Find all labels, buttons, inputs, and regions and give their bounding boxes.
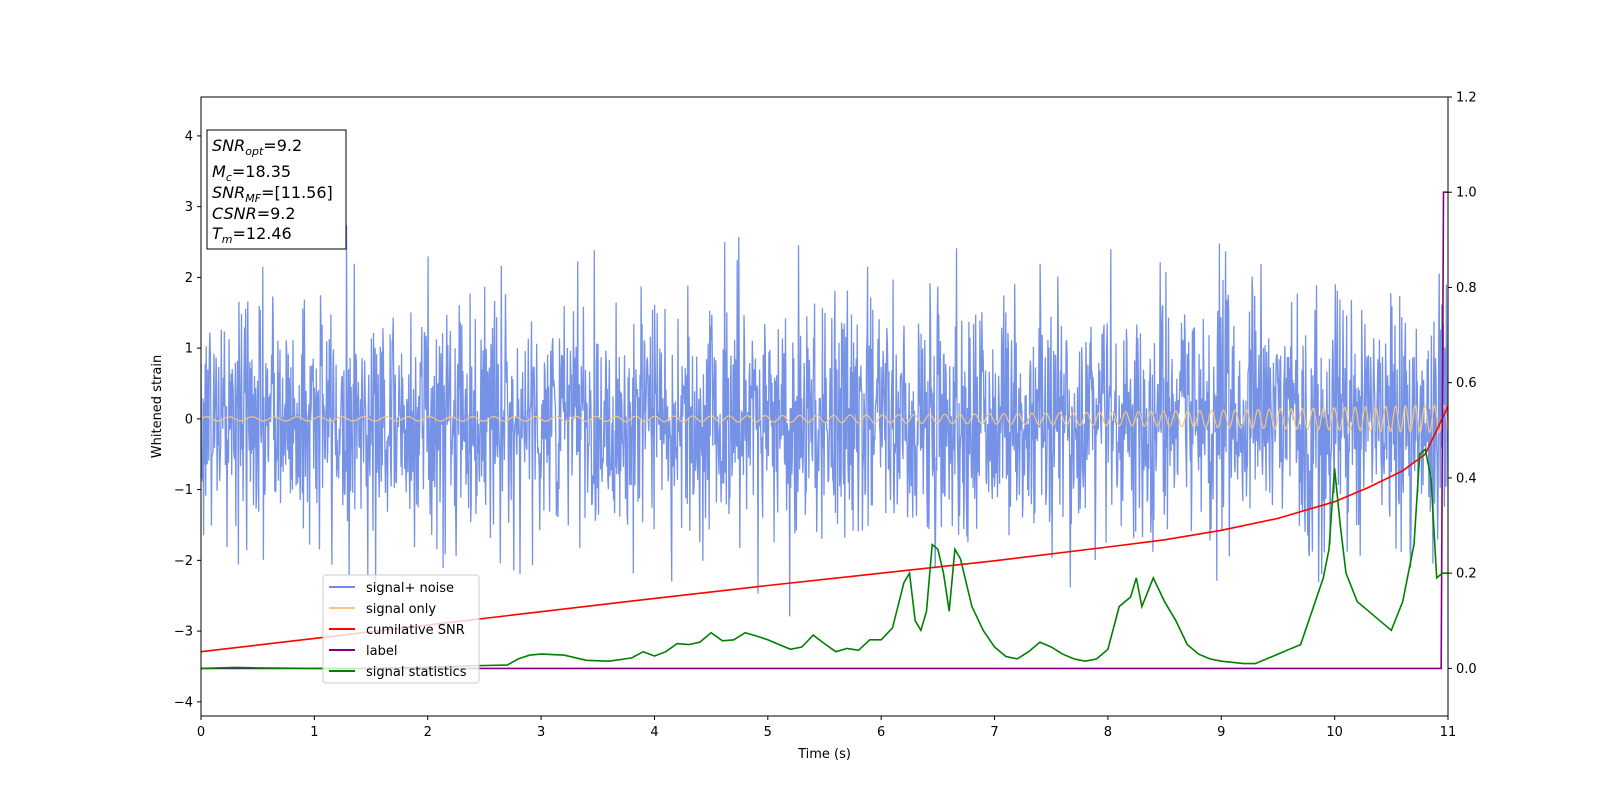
right-y-tick-label: 1.0 [1456,186,1477,201]
x-tick-label: 7 [990,725,998,740]
x-tick-label: 6 [877,725,885,740]
x-tick-label: 2 [424,725,432,740]
left-y-tick-label: 4 [185,129,193,144]
plot-frame [200,96,1449,717]
left-y-tick-label: 1 [185,342,193,357]
right-y-tick-label: 0.8 [1456,281,1477,296]
right-y-tick-label: 0.0 [1456,662,1477,677]
legend-label: signal only [366,602,436,617]
right-y-tick-label: 0.2 [1456,567,1477,582]
y-axis-label: Whitened strain [150,355,165,458]
series-label-line [201,191,1448,670]
right-y-tick-label: 1.2 [1456,91,1477,106]
info-box: SNRopt=9.2 Mc=18.35SNRMF=[11.56]CSNR=9.2T… [206,129,347,250]
right-y-axis: 1.2 1.0 0.8 0.6 0.4 0.2 0.0 [1448,91,1477,677]
x-tick-label: 0 [197,725,205,740]
x-tick-label: 1 [310,725,318,740]
left-y-tick-label: 3 [185,200,193,215]
x-tick-label: 3 [537,725,545,740]
left-y-axis: 4 3 2 1 0 −1 −2 −3 −4 [174,129,201,710]
legend-label: label [366,644,397,659]
x-tick-label: 8 [1104,725,1112,740]
info-box-line: Mc=18.35 [212,162,291,184]
series-signal-only-line [201,404,1448,434]
info-box-line: SNRMF=[11.56] [212,183,333,205]
legend-label: cumilative SNR [366,623,465,638]
legend: signal+ noise signal only cumilative SNR la… [322,574,480,684]
x-tick-label: 4 [650,725,658,740]
x-tick-label: 10 [1326,725,1343,740]
x-tick-label: 9 [1217,725,1225,740]
legend-frame [322,574,480,684]
series-signal-statistics-line [201,447,1448,670]
left-y-tick-label: −3 [174,625,193,640]
right-y-tick-label: 0.4 [1456,471,1477,486]
info-box-line: SNRopt=9.2 [212,136,302,158]
left-y-tick-label: −4 [174,695,193,710]
left-y-tick-label: −2 [174,554,193,569]
info-box-line: Tm=12.46 [212,224,292,246]
x-axis: 0 1 2 3 4 5 6 7 8 9 10 11 [197,716,1456,740]
left-y-tick-label: 0 [185,412,193,427]
x-tick-label: 5 [764,725,772,740]
info-box-frame [206,129,347,250]
left-y-tick-label: −1 [174,483,193,498]
legend-label: signal+ noise [366,581,454,596]
x-tick-label: 11 [1440,725,1457,740]
right-y-tick-label: 0.6 [1456,376,1477,391]
info-box-line: CSNR=9.2 [212,204,296,223]
left-y-tick-label: 2 [185,271,193,286]
legend-label: signal statistics [366,665,467,680]
x-axis-label: Time (s) [797,747,851,762]
